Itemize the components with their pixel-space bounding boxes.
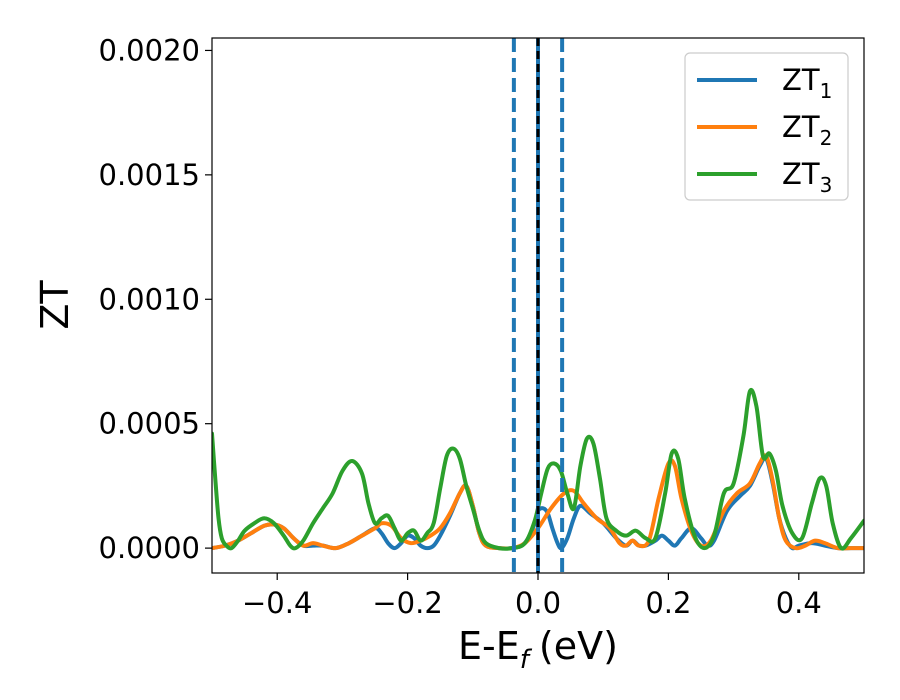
y-tick-label: 0.0000 [99, 531, 200, 565]
y-tick-label: 0.0005 [99, 407, 200, 441]
x-tick-label: −0.4 [242, 586, 312, 620]
x-tick-label: −0.2 [372, 586, 442, 620]
y-axis-ticks: 0.0000 0.0005 0.0010 0.0015 0.0020 [99, 33, 212, 565]
x-axis-title-subscript: f [520, 645, 533, 675]
x-tick-label: 0.0 [515, 586, 561, 620]
series-line-zt2 [212, 453, 864, 551]
legend-label-zt2: ZT2 [782, 110, 832, 150]
legend-label-zt1: ZT1 [782, 63, 832, 103]
y-tick-label: 0.0015 [99, 158, 200, 192]
legend-label-zt3: ZT3 [782, 157, 832, 197]
y-axis-title: ZT [33, 280, 77, 330]
legend-items: ZT1 ZT2 ZT3 [697, 63, 832, 197]
y-tick-label: 0.0020 [99, 33, 200, 67]
series-layer [212, 388, 864, 551]
legend-box [684, 52, 849, 201]
x-axis-ticks: −0.4 −0.2 0.0 0.2 0.4 [242, 573, 822, 620]
y-tick-label: 0.0010 [99, 282, 200, 316]
x-tick-label: 0.4 [776, 586, 822, 620]
legend: ZT1 ZT2 ZT3 [684, 52, 849, 201]
x-axis-title: E-Ef (eV) [458, 624, 618, 675]
series-line-zt3 [212, 388, 864, 551]
vertical-lines [511, 38, 565, 573]
x-axis-title-main: E-E [458, 624, 520, 668]
x-axis-title-unit: (eV) [539, 624, 618, 668]
x-tick-label: 0.2 [645, 586, 691, 620]
